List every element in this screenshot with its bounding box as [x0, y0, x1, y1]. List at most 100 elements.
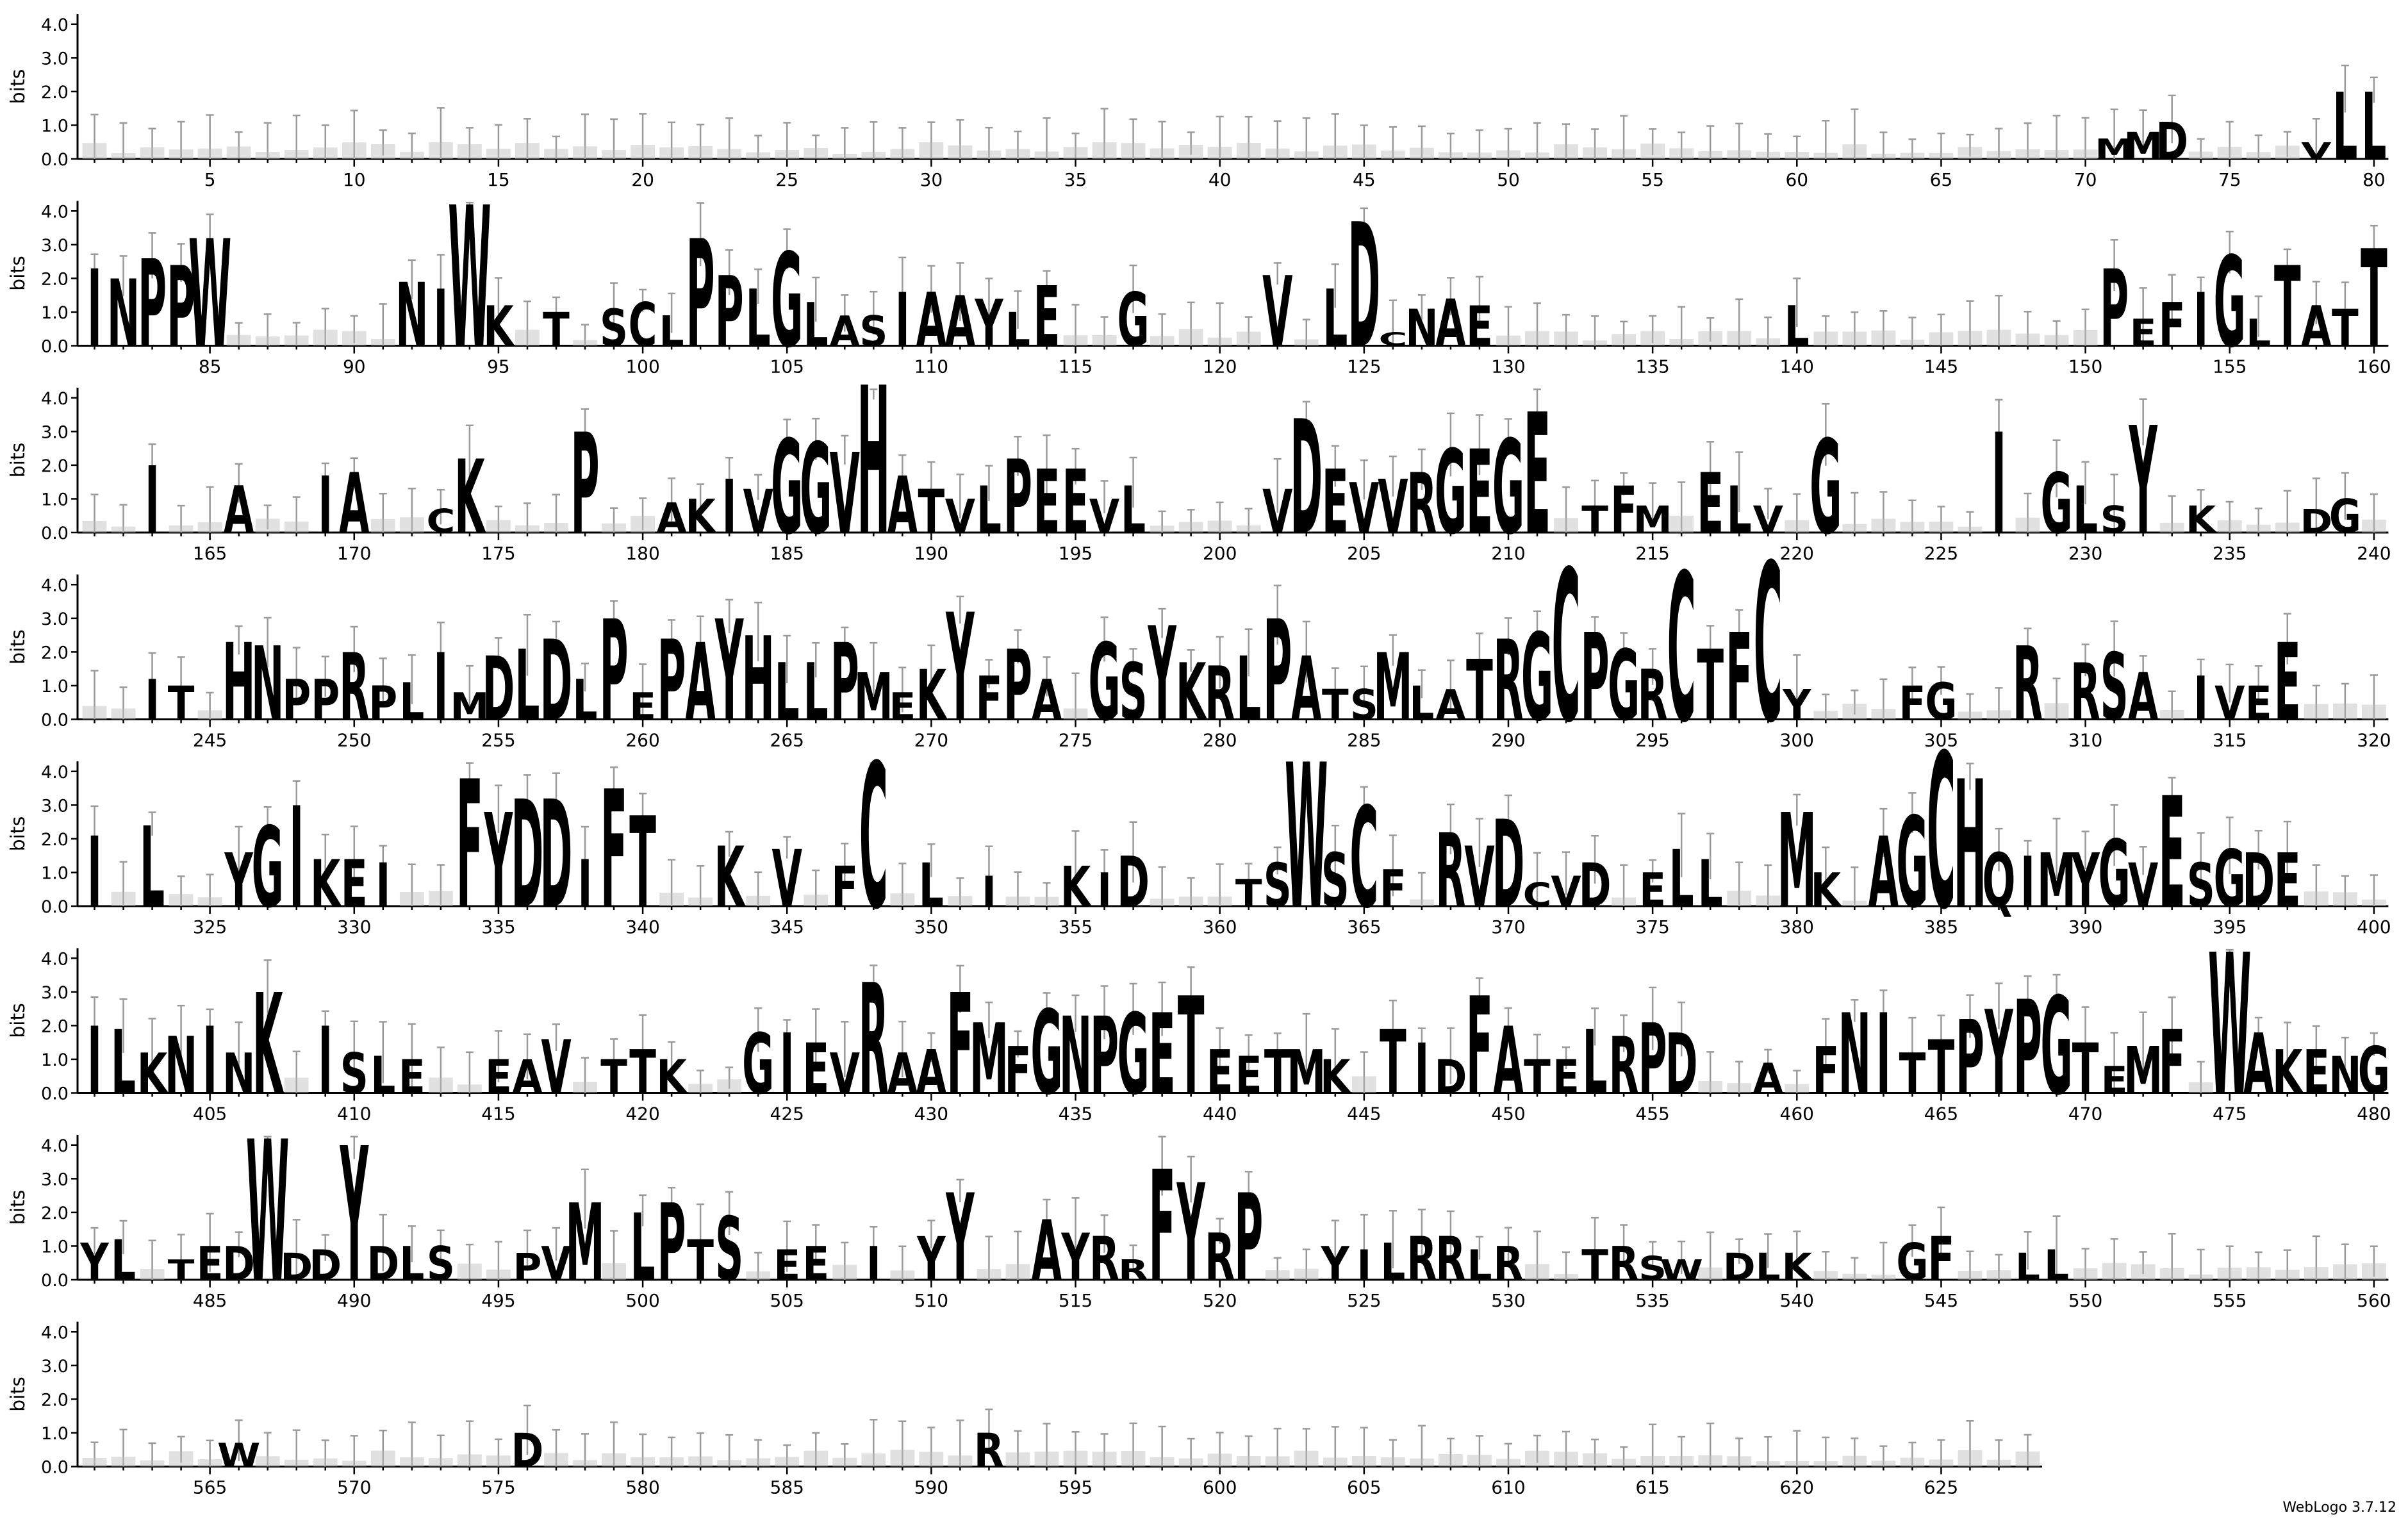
x-tick-label: 310 — [2068, 730, 2102, 751]
residue-E-415: E — [485, 1050, 512, 1104]
residue-C-292: C — [1552, 527, 1581, 768]
residue-P-496: P — [513, 1246, 542, 1289]
x-tick-label: 620 — [1780, 1477, 1814, 1498]
residue-I-243: I — [145, 668, 160, 732]
residue-N-82: N — [107, 261, 140, 368]
background-residue-stack — [2073, 1268, 2098, 1280]
background-residue-stack — [457, 1084, 482, 1093]
x-tick-label: 255 — [481, 730, 515, 751]
background-residue-stack — [775, 1457, 800, 1467]
residue-A-262: A — [685, 622, 715, 745]
residue-D-489: D — [309, 1241, 342, 1289]
background-residue-stack — [1525, 152, 1549, 159]
background-residue-stack — [1813, 1461, 1838, 1467]
residue-I-425: I — [780, 1016, 795, 1113]
residue-V-191: V — [945, 490, 976, 543]
residue-G-186: G — [800, 417, 832, 562]
y-tick-label: 3.0 — [41, 422, 69, 442]
residue-F-347: F — [831, 855, 858, 919]
background-residue-stack — [486, 1455, 511, 1467]
background-residue-stack — [1612, 334, 1637, 346]
x-tick-label: 530 — [1491, 1290, 1525, 1311]
x-tick-label: 575 — [481, 1477, 515, 1498]
background-residue-stack — [2188, 1082, 2213, 1093]
y-tick-label: 0.0 — [41, 711, 69, 731]
residue-I-169: I — [318, 459, 333, 551]
residue-W-566: W — [217, 1437, 260, 1475]
residue-G-117: G — [1117, 277, 1150, 363]
residue-R-520: R — [1205, 1220, 1235, 1295]
background-residue-stack — [1092, 142, 1117, 159]
residue-P-259: P — [600, 592, 629, 752]
residue-E-412: E — [399, 1050, 425, 1104]
x-tick-label: 225 — [1924, 543, 1958, 564]
background-residue-stack — [1900, 340, 1925, 346]
background-residue-stack — [1063, 335, 1088, 346]
residue-Q-387: Q — [1983, 838, 2016, 924]
residue-P-193: P — [1003, 440, 1032, 557]
x-tick-label: 105 — [770, 356, 804, 377]
y-tick-label: 0.0 — [41, 1084, 69, 1104]
x-tick-label: 510 — [914, 1290, 948, 1311]
background-residue-stack — [1554, 144, 1578, 159]
x-tick-label: 145 — [1924, 356, 1958, 377]
residue-K-182: K — [685, 490, 716, 543]
y-tick-label: 1.0 — [41, 116, 69, 136]
y-tick-label: 3.0 — [41, 236, 69, 256]
background-residue-stack — [573, 146, 597, 159]
background-residue-stack — [2332, 892, 2357, 906]
y-tick-label: 0.0 — [41, 1271, 69, 1291]
residue-F-339: F — [600, 757, 627, 945]
background-residue-stack — [544, 1453, 568, 1467]
background-residue-stack — [313, 147, 338, 159]
residue-P-103: P — [715, 257, 744, 370]
residue-L-124: L — [1323, 273, 1348, 365]
background-residue-stack — [1150, 148, 1175, 159]
residue-P-293: P — [1581, 608, 1610, 748]
background-residue-stack — [1323, 145, 1348, 159]
background-residue-stack — [746, 895, 771, 906]
residue-K-444: K — [1320, 1050, 1351, 1104]
residue-E-440: E — [1207, 1038, 1233, 1107]
y-tick-label: 3.0 — [41, 983, 69, 1003]
x-tick-label: 205 — [1347, 543, 1381, 564]
residue-E-129: E — [1466, 295, 1493, 359]
residue-K-407: K — [252, 966, 284, 1126]
residue-R-368: R — [1435, 813, 1465, 931]
y-tick-label: 4.0 — [41, 15, 69, 35]
residue-P-248: P — [282, 668, 311, 732]
x-tick-label: 305 — [1924, 730, 1958, 751]
residue-S-535: S — [1638, 1250, 1667, 1287]
x-tick-label: 375 — [1635, 916, 1669, 938]
background-residue-stack — [659, 1457, 684, 1467]
x-tick-label: 65 — [1930, 169, 1953, 190]
background-residue-stack — [399, 1457, 424, 1467]
background-residue-stack — [1150, 525, 1175, 533]
residue-M-432: M — [969, 1004, 1009, 1117]
residue-A-166: A — [224, 473, 254, 548]
background-residue-stack — [2332, 1264, 2357, 1280]
y-tick-label: 2.0 — [41, 830, 69, 850]
residue-N-247: N — [251, 626, 284, 743]
x-tick-label: 185 — [770, 543, 804, 564]
residue-W-94: W — [448, 167, 491, 392]
background-residue-stack — [948, 145, 973, 159]
background-residue-stack — [1842, 331, 1867, 346]
background-residue-stack — [1207, 1453, 1232, 1467]
background-residue-stack — [1121, 143, 1146, 159]
residue-T-502: T — [687, 1228, 714, 1293]
residue-F-334: F — [456, 743, 483, 948]
background-residue-stack — [890, 1270, 915, 1280]
x-tick-label: 480 — [2357, 1104, 2391, 1125]
background-residue-stack — [804, 1450, 829, 1467]
background-residue-stack — [1698, 1080, 1723, 1093]
residue-L-192: L — [977, 473, 1002, 548]
residue-G-305: G — [1925, 672, 1957, 732]
background-residue-stack — [544, 522, 568, 533]
x-tick-label: 435 — [1059, 1104, 1093, 1125]
residue-A-283: A — [1291, 638, 1321, 740]
residue-D-238: D — [2300, 503, 2332, 540]
x-tick-label: 395 — [2213, 916, 2247, 938]
y-tick-label: 1.0 — [41, 1424, 69, 1444]
residue-L-453: L — [1583, 1012, 1608, 1114]
